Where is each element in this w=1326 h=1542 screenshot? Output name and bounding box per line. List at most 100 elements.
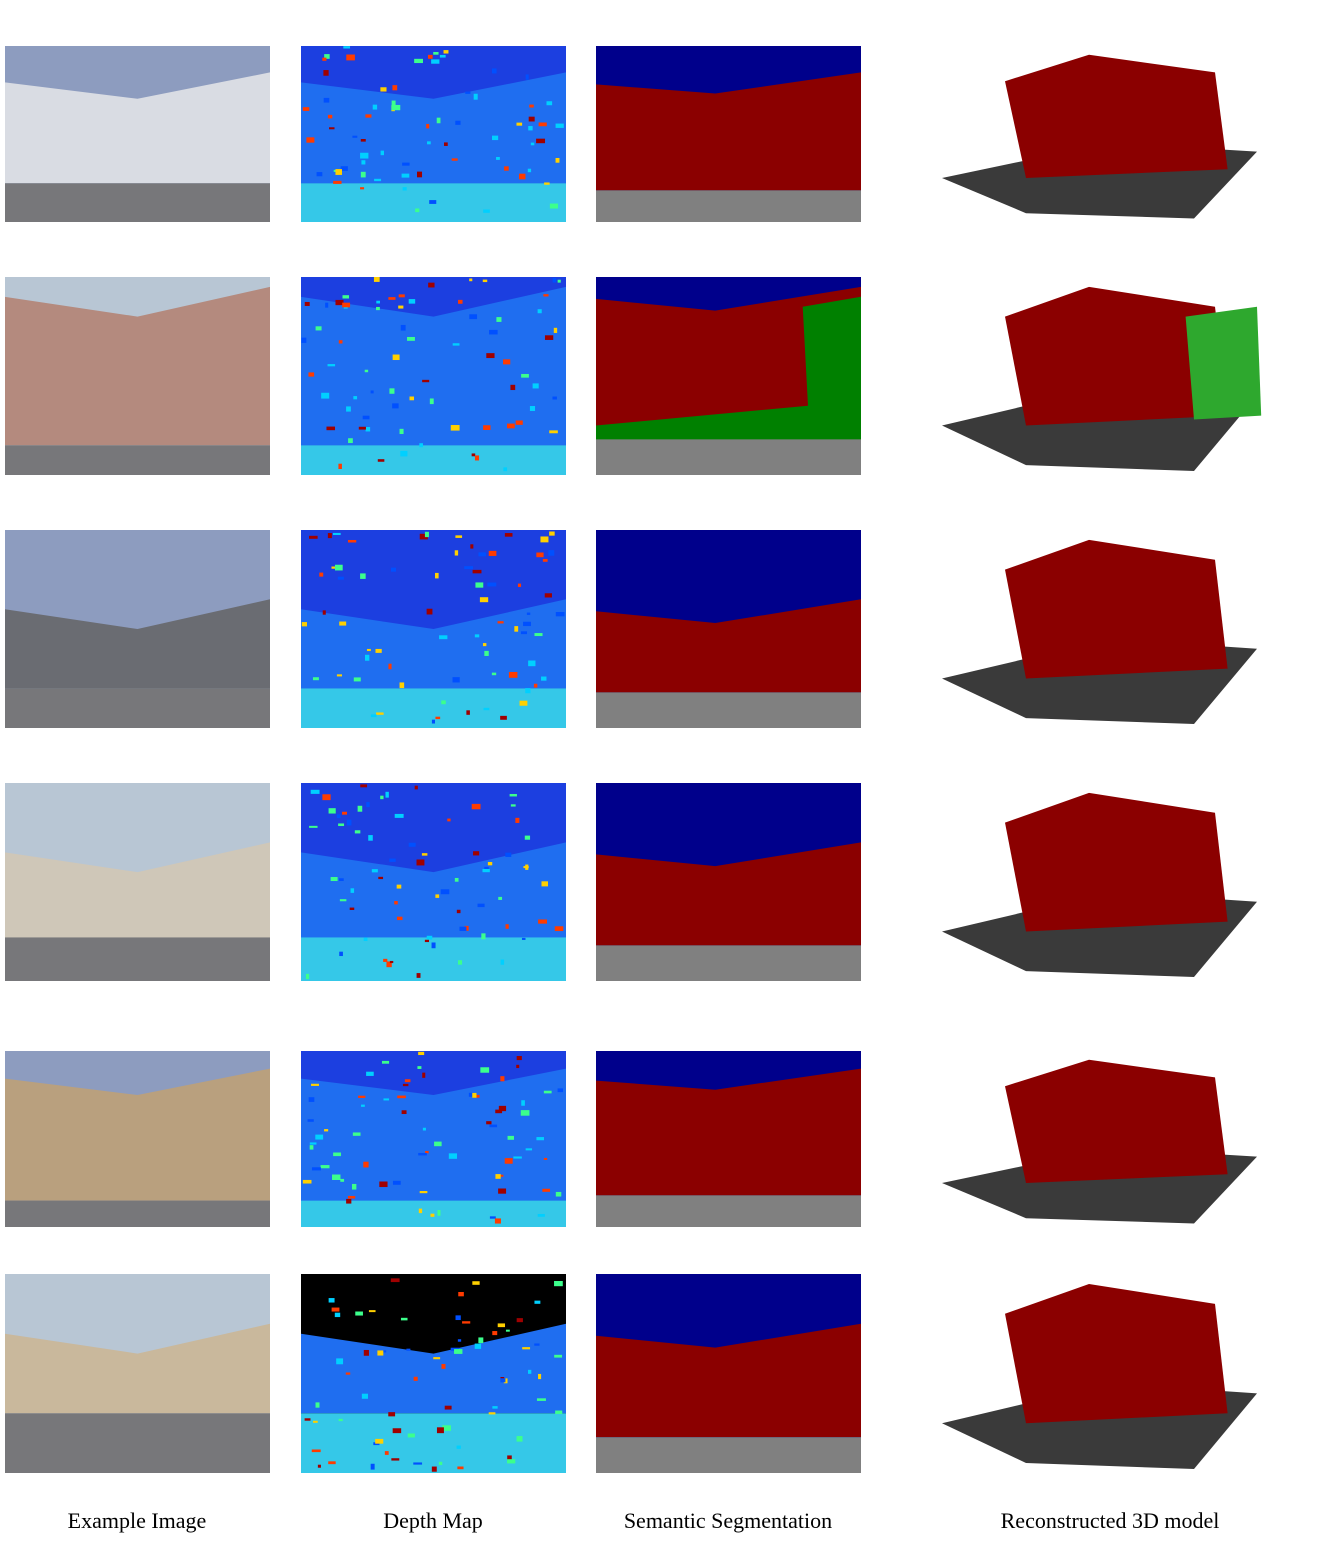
depth-noise xyxy=(329,127,335,130)
depth-noise xyxy=(541,881,549,887)
depth-noise xyxy=(327,533,332,539)
depth-noise xyxy=(500,1378,506,1383)
depth-noise xyxy=(352,135,358,138)
depth-noise xyxy=(346,819,352,826)
depth-noise xyxy=(505,1329,510,1332)
depth-noise xyxy=(508,671,518,678)
photo-ground xyxy=(5,937,270,981)
depth-noise xyxy=(323,97,330,103)
depth-noise xyxy=(336,1358,344,1365)
depth-noise xyxy=(402,1083,409,1087)
depth-noise xyxy=(474,455,480,461)
depth-noise xyxy=(416,859,425,866)
depth-noise xyxy=(389,858,396,862)
depth-noise xyxy=(414,58,423,64)
depth-noise xyxy=(385,791,389,798)
photo-ground xyxy=(5,1413,270,1473)
depth-noise xyxy=(494,1218,501,1224)
depth-noise xyxy=(328,1298,335,1303)
depth-noise xyxy=(520,1110,530,1116)
depth-noise xyxy=(322,794,331,801)
depth-noise xyxy=(517,583,522,587)
depth-noise xyxy=(382,1350,387,1353)
depth-noise xyxy=(533,683,538,688)
depth-noise xyxy=(360,784,368,788)
depth-noise xyxy=(408,842,416,847)
depth-noise xyxy=(390,567,396,572)
depth-noise xyxy=(363,1349,369,1356)
depth-noise xyxy=(552,277,557,283)
depth-noise xyxy=(452,677,460,683)
depth-noise xyxy=(304,301,310,306)
depth-noise xyxy=(549,430,558,434)
depth-noise xyxy=(360,573,366,579)
depth-noise xyxy=(486,353,495,359)
depth-noise xyxy=(327,364,336,367)
depth-noise xyxy=(426,935,433,940)
depth-noise xyxy=(319,572,324,577)
depth-noise xyxy=(557,279,561,283)
depth-noise xyxy=(554,926,564,932)
depth-noise xyxy=(442,1425,452,1431)
depth-noise xyxy=(424,531,429,538)
depth-noise xyxy=(543,294,549,297)
depth-noise xyxy=(452,343,460,346)
depth-noise xyxy=(458,299,463,304)
depth-noise xyxy=(516,1436,523,1442)
depth-noise xyxy=(496,317,502,322)
depth-noise xyxy=(348,438,353,444)
depth-noise xyxy=(544,182,550,185)
depth-noise xyxy=(384,1451,389,1455)
depth-noise xyxy=(503,467,508,472)
depth-noise xyxy=(377,1350,384,1356)
depth-noise xyxy=(418,1208,423,1214)
depth-noise xyxy=(426,123,430,129)
depth-noise xyxy=(342,302,351,308)
depth-noise xyxy=(333,180,342,184)
depth-noise xyxy=(425,1150,429,1154)
seg-ground xyxy=(596,439,861,475)
photo-building xyxy=(5,286,270,446)
depth-noise xyxy=(308,1097,315,1102)
depth-noise xyxy=(514,626,519,632)
depth-noise xyxy=(325,302,329,308)
depth-noise xyxy=(419,443,423,448)
depth-noise xyxy=(418,1051,425,1056)
depth-noise xyxy=(347,1195,356,1199)
depth-noise xyxy=(392,354,400,361)
depth-noise xyxy=(317,1464,321,1468)
depth-noise xyxy=(376,712,384,715)
depth-noise xyxy=(441,1363,446,1369)
depth-building xyxy=(301,1068,566,1201)
depth-noise xyxy=(349,907,355,910)
depth-noise xyxy=(431,1466,437,1472)
depth-noise xyxy=(422,379,430,383)
depth-noise xyxy=(414,785,418,790)
depth-noise xyxy=(500,715,507,720)
depth-noise xyxy=(507,1455,512,1461)
depth-noise xyxy=(419,1191,428,1194)
depth-noise xyxy=(555,123,564,128)
depth-noise xyxy=(480,1067,490,1073)
depth-noise xyxy=(361,160,366,165)
depth-noise xyxy=(536,138,546,144)
depth-noise xyxy=(340,1178,345,1182)
depth-noise xyxy=(363,937,368,942)
depth-noise xyxy=(544,335,554,340)
depth-noise xyxy=(465,91,471,94)
seg-vegetation xyxy=(596,296,861,456)
depth-noise xyxy=(383,958,388,962)
depth-noise xyxy=(422,1072,426,1078)
depth-noise xyxy=(339,878,344,881)
depth-noise xyxy=(389,388,395,394)
seg-building xyxy=(596,599,861,693)
model-building xyxy=(1005,539,1228,679)
depth-noise xyxy=(400,1317,408,1321)
depth-noise xyxy=(366,1071,374,1076)
depth-noise xyxy=(309,1142,317,1145)
depth-noise xyxy=(542,558,548,562)
depth-noise xyxy=(497,621,504,624)
depth-noise xyxy=(473,851,480,856)
depth-noise xyxy=(459,926,467,931)
depth-noise xyxy=(534,633,543,637)
